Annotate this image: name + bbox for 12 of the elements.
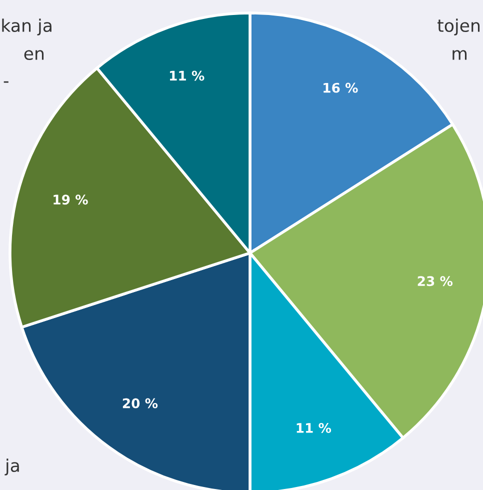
text: tojen: [438, 18, 480, 36]
data-label: 20 %: [122, 398, 158, 408]
data-label: 23 %: [418, 276, 453, 286]
data-label: 16 %: [324, 82, 358, 93]
text: m: [452, 50, 467, 60]
text: -: [4, 81, 8, 83]
text: ja: [4, 458, 19, 476]
text: en: [24, 50, 44, 60]
data-label: 19 %: [54, 194, 88, 205]
text: kan ja: [2, 18, 52, 36]
data-label: 11 %: [296, 422, 332, 433]
data-label: 11 %: [170, 70, 204, 81]
